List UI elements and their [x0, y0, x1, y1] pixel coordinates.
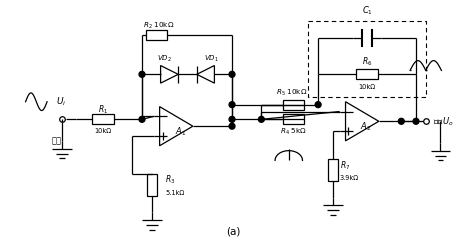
Bar — [147, 174, 157, 196]
Text: $R_4$ 5kΩ: $R_4$ 5kΩ — [280, 127, 307, 137]
Text: (a): (a) — [226, 227, 240, 237]
Circle shape — [398, 118, 404, 124]
Bar — [328, 159, 338, 181]
Text: 5.1kΩ: 5.1kΩ — [165, 190, 185, 196]
Bar — [283, 114, 304, 124]
Circle shape — [259, 116, 264, 122]
Circle shape — [315, 102, 321, 108]
Circle shape — [413, 118, 419, 124]
Circle shape — [139, 71, 145, 77]
Circle shape — [229, 71, 235, 77]
Bar — [146, 30, 167, 40]
Text: 3.9kΩ: 3.9kΩ — [340, 175, 359, 181]
Text: $VD_2$: $VD_2$ — [157, 54, 172, 64]
Text: 10kΩ: 10kΩ — [94, 128, 111, 134]
Text: $U_i$: $U_i$ — [56, 96, 66, 108]
Circle shape — [139, 116, 145, 122]
Text: 10kΩ: 10kΩ — [358, 84, 376, 90]
Text: $A_2$: $A_2$ — [360, 121, 372, 134]
Bar — [308, 22, 426, 97]
Bar — [283, 100, 304, 110]
Text: $R_3$: $R_3$ — [165, 174, 176, 186]
Text: 输出$U_o$: 输出$U_o$ — [431, 115, 453, 128]
Bar — [92, 114, 114, 124]
Text: $R_1$: $R_1$ — [98, 103, 108, 116]
Circle shape — [229, 102, 235, 108]
Text: $R_2$ 10kΩ: $R_2$ 10kΩ — [143, 20, 174, 31]
Bar — [356, 69, 378, 79]
Text: $R_5$ 10kΩ: $R_5$ 10kΩ — [276, 88, 308, 98]
Polygon shape — [197, 65, 214, 83]
Polygon shape — [161, 65, 178, 83]
Text: $VD_1$: $VD_1$ — [204, 54, 219, 64]
Text: $R_7$: $R_7$ — [340, 159, 350, 171]
Text: $R_6$: $R_6$ — [362, 55, 372, 68]
Text: 输入: 输入 — [52, 136, 62, 145]
Circle shape — [229, 123, 235, 129]
Text: $A_1$: $A_1$ — [174, 126, 186, 138]
Text: $C_1$: $C_1$ — [362, 4, 372, 17]
Circle shape — [229, 116, 235, 122]
